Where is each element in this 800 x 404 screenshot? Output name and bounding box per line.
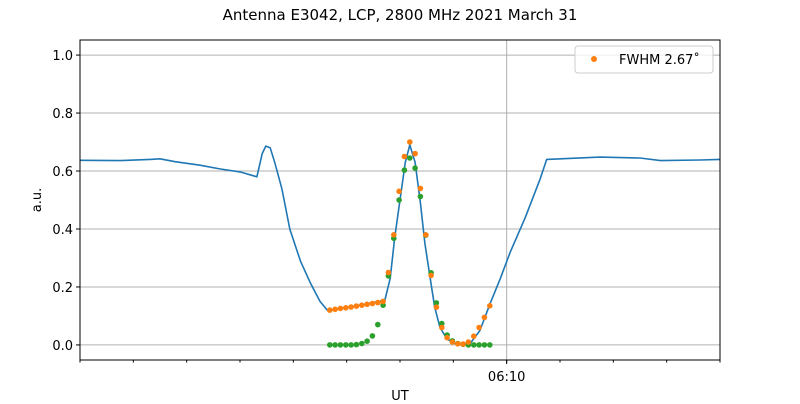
- data-point: [417, 193, 424, 200]
- data-point: [465, 339, 472, 345]
- data-point: [359, 302, 365, 309]
- data-point: [343, 305, 349, 311]
- data-point: [487, 342, 493, 348]
- data-point: [375, 299, 381, 306]
- data-point: [412, 165, 418, 171]
- data-point: [337, 342, 344, 348]
- data-point: [396, 197, 402, 203]
- data-point: [369, 333, 376, 339]
- data-point: [332, 306, 338, 313]
- x-tick-label: 06:10: [488, 370, 525, 385]
- y-tick-label: 0.4: [52, 223, 73, 238]
- data-point: [487, 303, 493, 309]
- legend-marker-orange: [591, 56, 597, 62]
- data-point: [332, 342, 338, 348]
- data-point: [439, 320, 445, 327]
- data-point: [369, 300, 376, 307]
- x-axis-label: UT: [391, 389, 409, 400]
- data-point: [455, 341, 461, 347]
- axes: 0.0 0.2 0.4 0.6 0.8 1.0 06:10: [52, 49, 721, 385]
- y-tick-label: 0.2: [52, 281, 73, 296]
- grid: [80, 40, 720, 360]
- data-point: [391, 232, 397, 238]
- data-point: [476, 324, 482, 331]
- data-point: [348, 342, 354, 348]
- y-tick-label: 0.0: [52, 339, 73, 354]
- data-point: [353, 341, 360, 348]
- data-point: [401, 153, 408, 160]
- data-point: [337, 305, 344, 312]
- data-point: [444, 334, 450, 341]
- y-tick-label: 1.0: [52, 49, 73, 64]
- data-point: [417, 185, 424, 192]
- legend-box: [574, 45, 714, 74]
- legend: FWHM 2.67˚: [574, 45, 714, 74]
- data-point: [385, 269, 392, 276]
- data-point: [449, 339, 456, 345]
- data-point: [348, 304, 354, 310]
- data-point: [375, 321, 381, 328]
- data-point: [428, 272, 434, 279]
- data-point: [343, 342, 349, 348]
- data-point: [353, 303, 360, 309]
- chart-title: Antenna E3042, LCP, 2800 MHz 2021 March …: [223, 6, 578, 24]
- data-point: [476, 342, 482, 348]
- data-point: [364, 301, 370, 308]
- legend-label: FWHM 2.67˚: [619, 52, 700, 68]
- data-point: [460, 341, 466, 347]
- data-point: [327, 307, 333, 313]
- data-point: [327, 342, 333, 348]
- data-point: [481, 342, 488, 348]
- data-point: [433, 304, 440, 311]
- data-point: [433, 300, 440, 306]
- data-point: [407, 155, 413, 161]
- data-point: [407, 139, 413, 145]
- y-axis-label: a.u.: [30, 188, 45, 212]
- data-point: [471, 333, 477, 340]
- data-point: [439, 324, 445, 331]
- data-point: [396, 188, 402, 195]
- y-tick-label: 0.6: [52, 165, 73, 180]
- data-point: [481, 314, 488, 321]
- data-point: [471, 342, 477, 348]
- data-point: [380, 298, 386, 305]
- data-point: [401, 167, 408, 173]
- plot-marks: [79, 139, 721, 348]
- data-point: [412, 150, 418, 157]
- series-line: [79, 144, 721, 345]
- data-point: [359, 340, 365, 347]
- data-point: [423, 232, 429, 238]
- y-tick-label: 0.8: [52, 107, 73, 122]
- data-point: [364, 338, 370, 345]
